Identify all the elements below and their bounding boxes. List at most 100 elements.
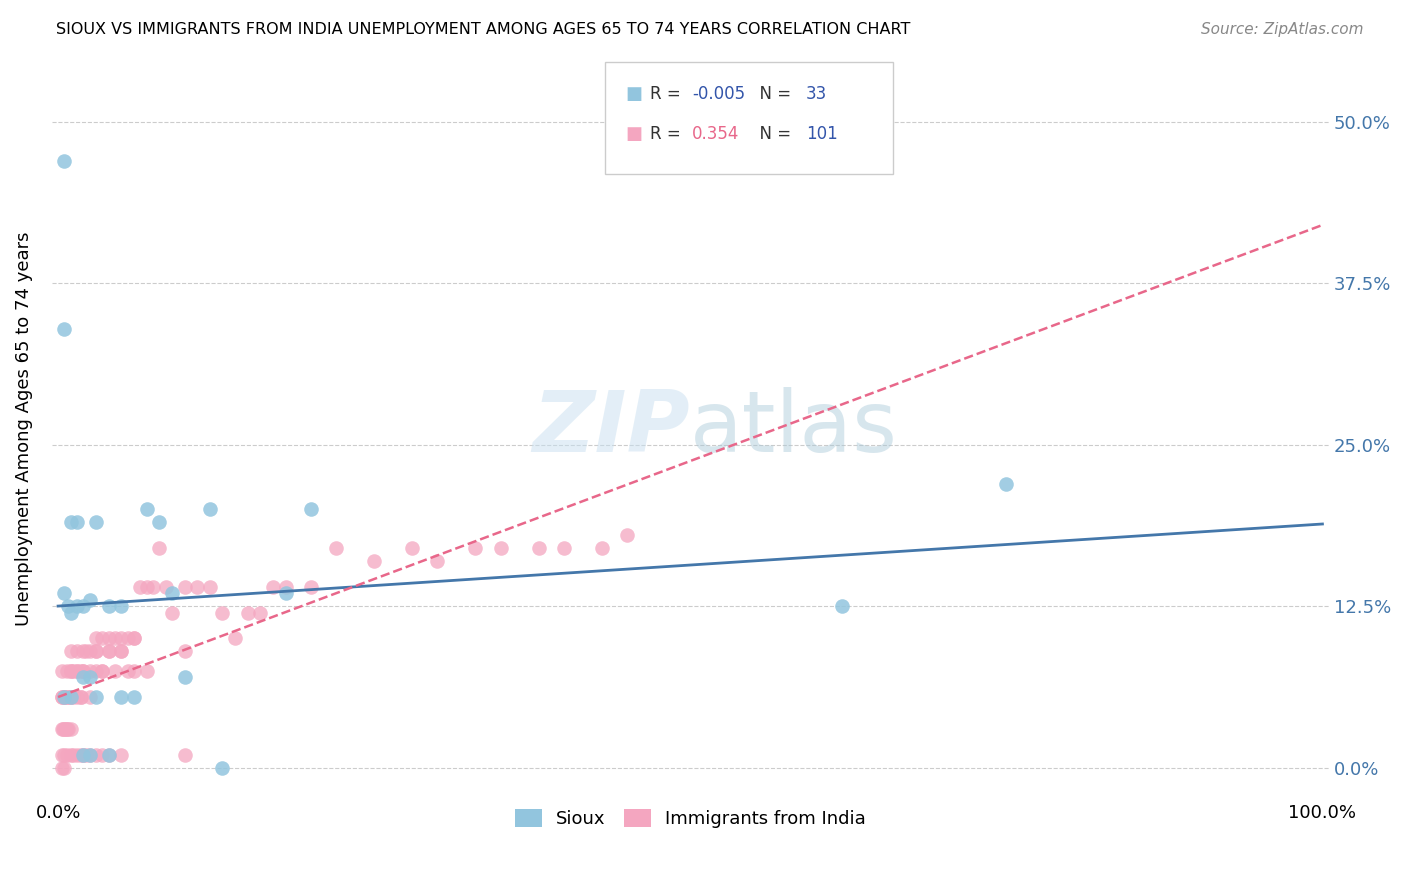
Point (58, 690, 80, 704)
Text: ■: ■ (626, 85, 643, 103)
Point (831, 599, 853, 614)
Point (79, 644, 101, 658)
Point (51, 722, 73, 736)
Point (66, 664, 89, 678)
Point (75, 747, 97, 762)
Point (59, 747, 82, 762)
Point (59, 516, 82, 530)
Point (299, 502, 322, 516)
Text: ZIP: ZIP (533, 387, 690, 470)
Point (72, 664, 94, 678)
Point (91, 664, 114, 678)
Point (72, 599, 94, 614)
Point (79, 592, 101, 607)
Point (91, 747, 114, 762)
Point (72, 664, 94, 678)
Point (56, 690, 79, 704)
Point (53, 690, 76, 704)
Point (129, 580, 152, 594)
Point (53, 690, 76, 704)
Point (104, 664, 127, 678)
Point (110, 599, 132, 614)
Point (51, 690, 73, 704)
Point (489, 541, 512, 555)
Point (72, 644, 94, 658)
Point (173, 580, 195, 594)
Point (97, 747, 120, 762)
Text: N =: N = (749, 125, 797, 143)
Point (66, 599, 89, 614)
Point (148, 541, 170, 555)
Point (97, 599, 120, 614)
Text: 0.354: 0.354 (692, 125, 740, 143)
Y-axis label: Unemployment Among Ages 65 to 74 years: Unemployment Among Ages 65 to 74 years (15, 231, 32, 626)
Text: R =: R = (650, 125, 686, 143)
Point (142, 580, 165, 594)
Point (79, 664, 101, 678)
Point (186, 580, 208, 594)
Text: SIOUX VS IMMIGRANTS FROM INDIA UNEMPLOYMENT AMONG AGES 65 TO 74 YEARS CORRELATIO: SIOUX VS IMMIGRANTS FROM INDIA UNEMPLOYM… (56, 22, 911, 37)
Text: atlas: atlas (690, 387, 898, 470)
Point (97, 632, 120, 646)
Point (553, 541, 575, 555)
Point (59, 606, 82, 620)
Point (62, 690, 84, 704)
Point (84, 747, 107, 762)
Point (51, 760, 73, 774)
Point (79, 747, 101, 762)
Point (59, 664, 82, 678)
Point (59, 664, 82, 678)
Point (148, 516, 170, 530)
Point (224, 632, 246, 646)
Point (591, 541, 613, 555)
Point (66, 644, 89, 658)
Point (91, 664, 114, 678)
Point (69, 690, 91, 704)
Point (66, 516, 89, 530)
Point (56, 690, 79, 704)
Point (53, 321, 76, 335)
Point (62, 664, 84, 678)
Point (66, 690, 89, 704)
Point (72, 670, 94, 684)
Point (110, 747, 132, 762)
Point (53, 153, 76, 168)
Point (56, 599, 79, 614)
Point (84, 644, 107, 658)
Point (173, 747, 195, 762)
Point (527, 541, 550, 555)
Text: ■: ■ (626, 125, 643, 143)
Point (464, 541, 486, 555)
Point (91, 632, 114, 646)
Point (198, 502, 221, 516)
Point (84, 690, 107, 704)
Point (59, 690, 82, 704)
Point (53, 586, 76, 600)
Point (84, 664, 107, 678)
Point (97, 644, 120, 658)
Point (104, 632, 127, 646)
Point (155, 580, 177, 594)
Point (51, 664, 73, 678)
Point (51, 747, 73, 762)
Point (236, 606, 259, 620)
Point (211, 760, 233, 774)
Point (69, 747, 91, 762)
Point (53, 760, 76, 774)
Point (66, 664, 89, 678)
Point (117, 632, 139, 646)
Point (299, 580, 322, 594)
Point (56, 722, 79, 736)
Point (160, 586, 183, 600)
Point (66, 747, 89, 762)
Point (72, 747, 94, 762)
Point (122, 632, 145, 646)
Point (122, 664, 145, 678)
Point (122, 690, 145, 704)
Point (79, 690, 101, 704)
Point (173, 644, 195, 658)
Text: -0.005: -0.005 (692, 85, 745, 103)
Point (135, 580, 157, 594)
Text: Source: ZipAtlas.com: Source: ZipAtlas.com (1201, 22, 1364, 37)
Point (262, 580, 284, 594)
